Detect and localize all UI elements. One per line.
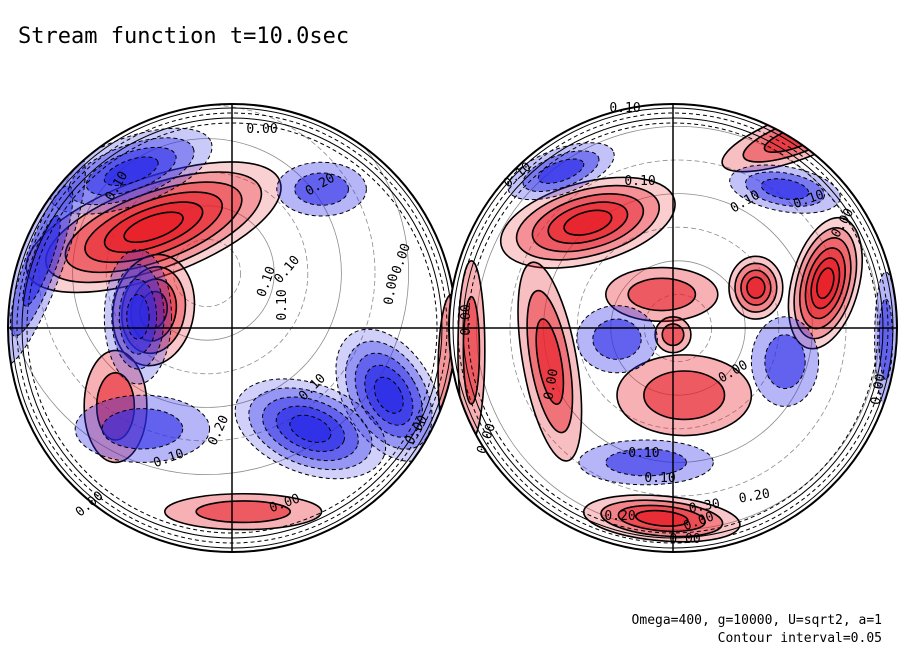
contour-level — [634, 509, 689, 527]
chart-title: Stream function t=10.0sec — [18, 24, 350, 49]
contour-blob-positive-2 — [728, 255, 784, 320]
contour-level — [878, 298, 894, 381]
background-contour — [72, 138, 342, 408]
contour-level — [294, 172, 349, 206]
contour-level — [535, 318, 565, 405]
contour-blob-positive-8 — [616, 354, 753, 437]
contour-level — [816, 267, 835, 300]
contour-level — [123, 211, 184, 244]
contour-blob-negative-6 — [234, 378, 387, 480]
contour-blob-positive-6 — [457, 259, 486, 441]
contour-blob-positive-1 — [787, 216, 863, 350]
contour-label: 0.00 — [459, 304, 474, 335]
contour-blob-positive-3 — [582, 494, 741, 543]
contour-label: 0.20 — [604, 509, 635, 524]
contour-level — [126, 293, 150, 340]
left-hemisphere: 0.000.10 0.200.100.10 0.000.100.000.100.20… — [7, 103, 457, 553]
contour-label: 0.10 — [644, 471, 675, 486]
contour-label: 0.00 — [541, 368, 561, 401]
parameters-note: Omega=400, g=10000, U=sqrt2, a=1 — [631, 613, 882, 628]
background-contour — [8, 104, 410, 476]
contour-blob-negative-11 — [729, 164, 841, 214]
contour-level — [605, 448, 687, 477]
contour-blob-negative-11 — [276, 161, 367, 217]
contour-level — [195, 500, 292, 524]
background-contour — [38, 104, 376, 442]
contour-level — [746, 276, 766, 299]
contour-level — [563, 209, 613, 236]
contour-blob-positive-7 — [604, 266, 719, 323]
contour-blob-negative-10 — [74, 394, 211, 463]
contour-label: 0.00 — [381, 273, 401, 306]
contour-blob-negative-13 — [578, 439, 714, 486]
contour-label: 0.10 — [624, 174, 655, 189]
contour-label: 0.30 — [688, 496, 721, 516]
contour-level — [373, 376, 404, 414]
contour-blob-positive-5 — [517, 261, 583, 462]
contour-label: 0.10 — [609, 101, 640, 116]
contour-label: 0.00 — [669, 532, 700, 547]
hemisphere-outline — [448, 103, 898, 553]
contour-interval-note: Contour interval=0.05 — [717, 631, 882, 646]
contour-label: 0.20 — [738, 486, 771, 506]
contour-blob-negative-7 — [103, 249, 173, 385]
contour-blob-negative-12 — [576, 305, 658, 374]
contour-level — [101, 408, 184, 450]
contour-level — [643, 370, 726, 421]
contour-level — [627, 277, 697, 312]
contour-label: 0.00 — [246, 122, 277, 137]
contour-field — [8, 104, 456, 549]
contour-level — [462, 295, 481, 405]
contour-level — [537, 158, 585, 184]
right-hemisphere: 0.10 0.100.10 0.100.100.000.000.00 0.000.00… — [448, 101, 898, 553]
contour-level — [592, 318, 642, 360]
contour-level — [760, 178, 810, 200]
contour-label: 0.00 — [868, 373, 888, 406]
contour-blob-positive-0 — [499, 176, 676, 269]
contour-blob-positive-0 — [25, 161, 282, 294]
contour-blob-negative-8 — [49, 127, 213, 215]
contour-level — [289, 414, 332, 443]
contour-blob-negative-14 — [750, 316, 820, 407]
contour-label: -0.10 — [620, 446, 659, 461]
contour-level — [103, 156, 159, 187]
contour-level — [764, 334, 806, 389]
contour-blob-positive-3 — [163, 492, 323, 531]
contour-label: 0.10 — [275, 289, 290, 320]
contour-blob-negative-10 — [507, 142, 615, 201]
